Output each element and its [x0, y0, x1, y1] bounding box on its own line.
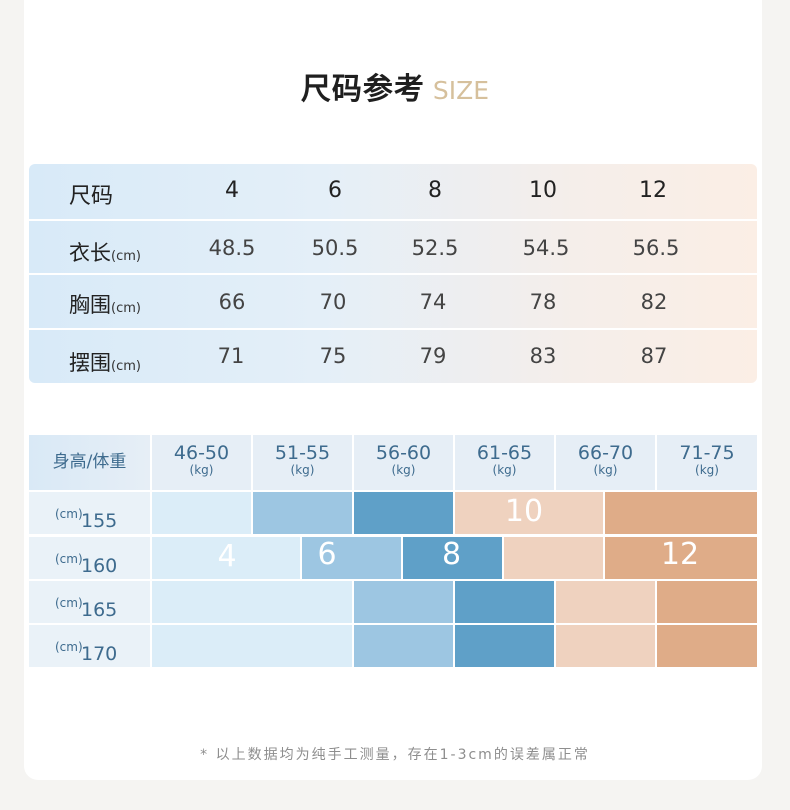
- weight-header: 66-70 (kg): [556, 435, 655, 490]
- title-cn: 尺码参考: [300, 72, 425, 107]
- size-header-cell: 8: [428, 178, 442, 203]
- fit-block-size-10: [556, 625, 655, 667]
- size-header-cell: 10: [529, 178, 557, 203]
- height-label: 160 (cm): [29, 537, 150, 579]
- size-header-cell: 12: [639, 178, 667, 203]
- height-label: 165 (cm): [29, 581, 150, 623]
- table-cell: 66: [218, 290, 246, 314]
- fit-block-size-6: [302, 537, 401, 579]
- fit-block-size-12: [657, 625, 757, 667]
- size-label-4: 4: [217, 539, 237, 574]
- fit-block-size-4: [152, 625, 352, 667]
- table-cell: 52.5: [411, 236, 459, 260]
- table-cell: 50.5: [311, 236, 359, 260]
- fit-block-size-4: [152, 581, 352, 623]
- fit-block-size-8: [403, 537, 502, 579]
- table-cell: 82: [640, 290, 668, 314]
- size-table-row: 胸围(cm) 66 70 74 78 82: [29, 273, 757, 328]
- fit-block-size-10: [504, 537, 603, 579]
- weight-header: 61-65 (kg): [455, 435, 554, 490]
- fit-block-size-4: [152, 492, 251, 534]
- size-label-8: 8: [441, 537, 462, 572]
- fit-corner-cell: 身高/体重: [29, 435, 150, 490]
- size-table-header-row: 尺码 4 6 8 10 12: [29, 164, 757, 217]
- size-label-6: 6: [317, 537, 337, 572]
- weight-header: 51-55 (kg): [253, 435, 352, 490]
- measurement-note: * 以上数据均为纯手工测量，存在1-3cm的误差属正常: [200, 747, 590, 763]
- fit-block-size-6: [253, 492, 352, 534]
- table-cell: 48.5: [208, 236, 256, 260]
- table-cell: 78: [529, 290, 557, 314]
- size-table-row: 衣长(cm) 48.5 50.5 52.5 54.5 56.5: [29, 219, 757, 274]
- weight-header: 71-75 (kg): [657, 435, 757, 490]
- weight-header: 46-50 (kg): [152, 435, 251, 490]
- fit-table: 身高/体重 46-50 (kg) 51-55 (kg) 56-60 (kg) 61-6…: [29, 435, 757, 668]
- size-header-cell: 4: [225, 178, 239, 203]
- fit-block-size-12: [605, 537, 757, 579]
- page-title: 尺码参考 SIZE: [0, 64, 790, 108]
- table-cell: 75: [319, 344, 347, 368]
- weight-header: 56-60 (kg): [354, 435, 453, 490]
- size-label-12: 12: [660, 537, 700, 572]
- table-cell: 87: [640, 344, 668, 368]
- fit-block-size-8: [354, 492, 453, 534]
- fit-block-size-10: [455, 492, 603, 534]
- table-cell: 70: [319, 290, 347, 314]
- table-cell: 54.5: [522, 236, 570, 260]
- fit-block-size-4: [152, 537, 300, 579]
- size-header-cell: 6: [328, 178, 342, 203]
- fit-block-size-6: [354, 581, 453, 623]
- row-label-hem: 摆围(cm): [69, 351, 141, 375]
- fit-block-size-8: [455, 581, 554, 623]
- table-cell: 71: [217, 344, 245, 368]
- size-header-label: 尺码: [69, 184, 114, 209]
- height-label: 170 (cm): [29, 625, 150, 667]
- row-label-chest: 胸围(cm): [69, 293, 141, 317]
- size-label-10: 10: [504, 494, 544, 529]
- size-table: 尺码 4 6 8 10 12 衣长(cm) 48.5 50.5 52.5 54.…: [29, 164, 757, 383]
- fit-block-size-12: [605, 492, 757, 534]
- table-cell: 74: [419, 290, 447, 314]
- fit-block-size-6: [354, 625, 453, 667]
- fit-block-size-10: [556, 581, 655, 623]
- table-cell: 83: [529, 344, 557, 368]
- row-label-length: 衣长(cm): [69, 241, 141, 265]
- fit-block-size-12: [657, 581, 757, 623]
- title-en: SIZE: [432, 76, 490, 105]
- height-label: 155 (cm): [29, 492, 150, 534]
- table-cell: 79: [419, 344, 447, 368]
- table-cell: 56.5: [632, 236, 680, 260]
- size-table-row: 摆围(cm) 71 75 79 83 87: [29, 328, 757, 383]
- fit-block-size-8: [455, 625, 554, 667]
